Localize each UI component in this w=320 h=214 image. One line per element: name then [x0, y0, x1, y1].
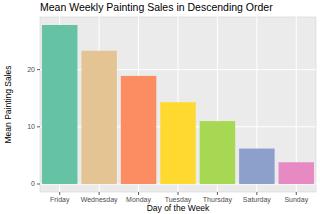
bars — [42, 25, 314, 184]
x-tick-label: Sunday — [284, 196, 308, 204]
bar — [279, 162, 314, 184]
bar — [239, 149, 274, 184]
bar — [121, 76, 156, 184]
chart-svg: 01020FridayWednesdayMondayTuesdayThursda… — [0, 0, 320, 214]
y-tick-label: 0 — [31, 180, 35, 187]
x-axis-title: Day of the Week — [147, 203, 210, 213]
x-tick-label: Saturday — [243, 196, 272, 204]
x-tick — [217, 192, 218, 195]
y-tick — [37, 69, 40, 70]
x-tick — [256, 192, 257, 195]
y-tick — [37, 183, 40, 184]
y-axis-title: Mean Painting Sales — [3, 66, 13, 144]
x-tick — [99, 192, 100, 195]
chart-container: 01020FridayWednesdayMondayTuesdayThursda… — [0, 0, 320, 214]
bar — [81, 51, 116, 184]
y-tick-label: 10 — [27, 123, 35, 130]
x-tick — [296, 192, 297, 195]
plot-panel — [40, 17, 316, 192]
chart-title: Mean Weekly Painting Sales in Descending… — [40, 1, 273, 13]
bar — [160, 102, 195, 184]
x-tick — [138, 192, 139, 195]
x-tick-label: Wednesday — [81, 196, 118, 204]
x-tick — [59, 192, 60, 195]
x-tick-label: Friday — [50, 196, 70, 204]
x-tick — [178, 192, 179, 195]
bar — [42, 25, 77, 184]
bar — [200, 121, 235, 184]
y-tick — [37, 126, 40, 127]
y-tick-label: 20 — [27, 66, 35, 73]
